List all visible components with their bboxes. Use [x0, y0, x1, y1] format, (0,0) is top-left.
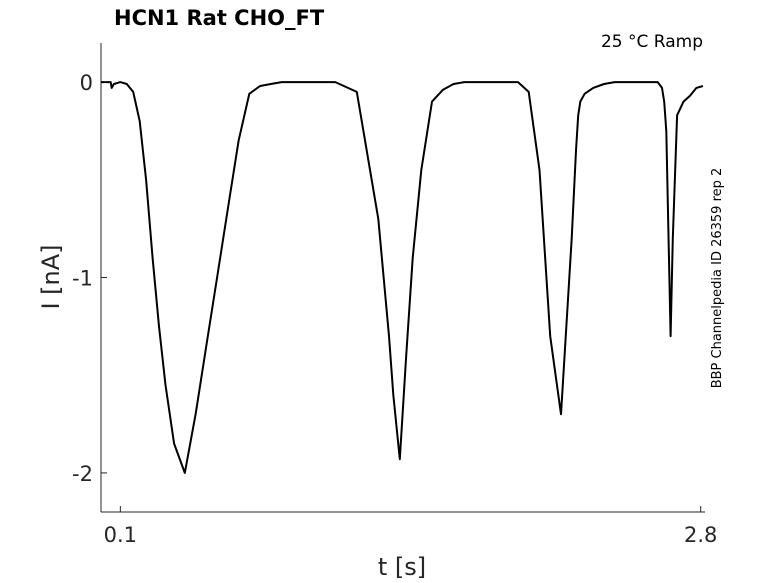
y-tick-label: -1: [72, 267, 93, 291]
condition-annotation: 25 °C Ramp: [601, 32, 703, 52]
y-axis-label: I [nA]: [37, 244, 65, 309]
chart-title: HCN1 Rat CHO_FT: [114, 6, 325, 30]
x-axis: 0.1 2.8: [101, 506, 717, 547]
y-axis: 0 -1 -2: [72, 43, 107, 512]
y-tick-label: 0: [80, 71, 93, 95]
y-tick-label: -2: [72, 462, 93, 486]
current-trace-line: [101, 81, 704, 474]
x-axis-label: t [s]: [378, 553, 426, 581]
x-tick-label: 2.8: [684, 523, 717, 547]
plot-area: [101, 81, 704, 474]
x-tick-label: 0.1: [104, 523, 137, 547]
channelpedia-id-label: BBP Channelpedia ID 26359 rep 2: [710, 168, 725, 389]
